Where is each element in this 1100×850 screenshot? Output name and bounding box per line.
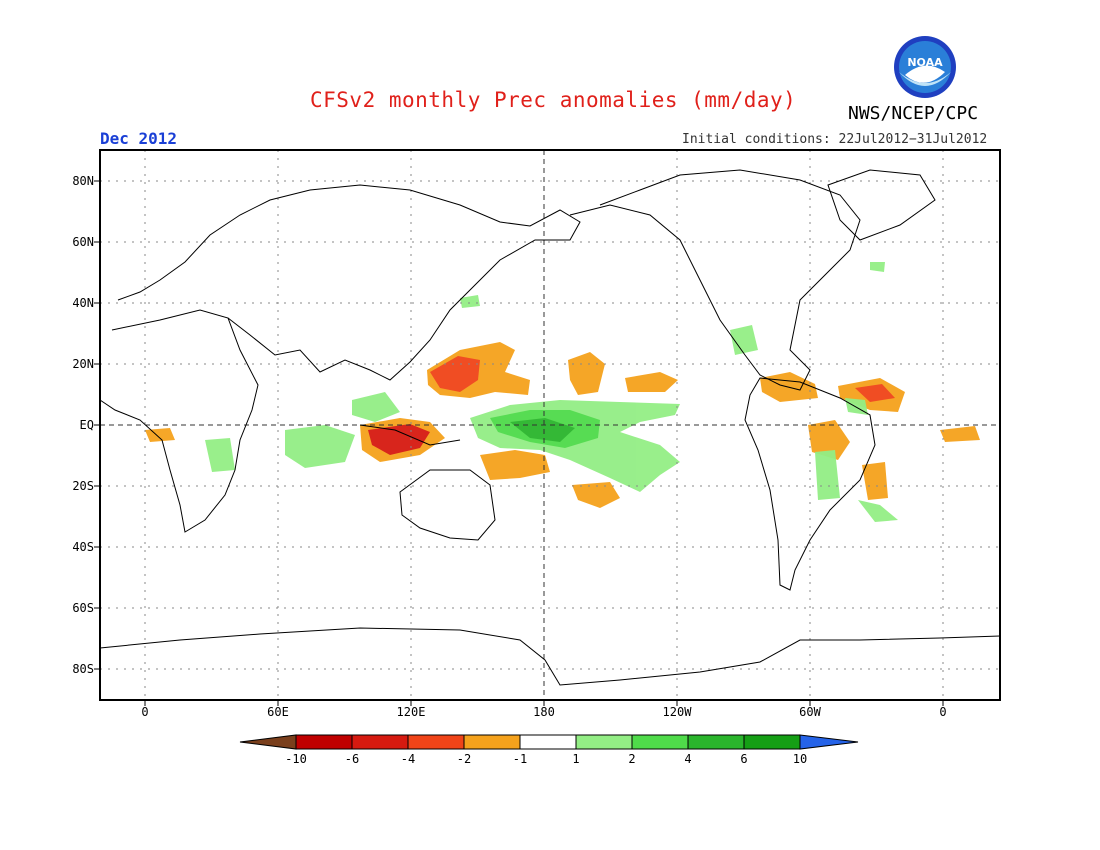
- lat-label-eq: EQ: [79, 418, 94, 432]
- lon-label-0: 0: [141, 705, 149, 719]
- coastlines: [99, 169, 1001, 686]
- lat-label-60n: 60N: [72, 235, 94, 249]
- colorbar-label: 6: [740, 752, 748, 766]
- wet-anomaly-patches: [205, 262, 898, 522]
- colorbar-label: 2: [628, 752, 636, 766]
- lon-label-120e: 120E: [396, 705, 426, 719]
- map-title: CFSv2 monthly Prec anomalies (mm/day): [310, 88, 797, 112]
- colorbar-low-arrow: [239, 734, 297, 750]
- colorbar-cell: [295, 734, 353, 750]
- colorbar-high-arrow: [799, 734, 859, 750]
- lat-label-40n: 40N: [72, 296, 94, 310]
- forecast-month: Dec 2012: [100, 129, 178, 148]
- agency-label: NWS/NCEP/CPC: [848, 103, 979, 124]
- colorbar-cell: [743, 734, 801, 750]
- colorbar-cell: [687, 734, 745, 750]
- svg-text:NOAA: NOAA: [907, 56, 943, 69]
- colorbar-label: 4: [684, 752, 692, 766]
- colorbar-label: -4: [400, 752, 416, 766]
- lat-label-20n: 20N: [72, 357, 94, 371]
- lon-label-60w: 60W: [799, 705, 821, 719]
- lon-label-60e: 60E: [267, 705, 289, 719]
- lat-label-40s: 40S: [72, 540, 94, 554]
- lon-label-0-east: 0: [939, 705, 947, 719]
- colorbar-label: -6: [344, 752, 360, 766]
- colorbar-cell: [407, 734, 465, 750]
- colorbar-label: 10: [792, 752, 808, 766]
- colorbar-cell: [351, 734, 409, 750]
- colorbar-cell: [631, 734, 689, 750]
- colorbar-label: -1: [512, 752, 528, 766]
- initial-conditions: Initial conditions: 22Jul2012−31Jul2012: [682, 132, 988, 147]
- colorbar-cell: [463, 734, 521, 750]
- colorbar-cell: [575, 734, 633, 750]
- lat-label-80n: 80N: [72, 174, 94, 188]
- lat-label-60s: 60S: [72, 601, 94, 615]
- lat-label-80s: 80S: [72, 662, 94, 676]
- lon-label-180: 180: [533, 705, 555, 719]
- lon-label-120w: 120W: [662, 705, 692, 719]
- colorbar-label: -10: [285, 752, 307, 766]
- colorbar-cell: [519, 734, 577, 750]
- colorbar-label: 1: [572, 752, 580, 766]
- colorbar-label: -2: [456, 752, 472, 766]
- lat-label-20s: 20S: [72, 479, 94, 493]
